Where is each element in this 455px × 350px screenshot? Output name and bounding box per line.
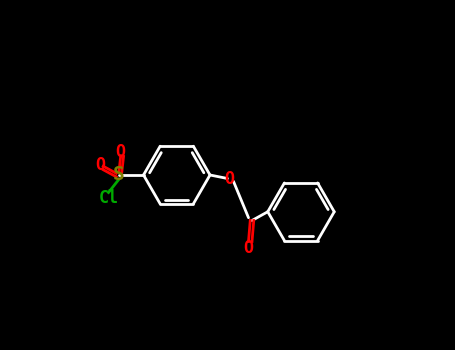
Text: S: S: [113, 166, 125, 184]
Text: Cl: Cl: [98, 189, 118, 207]
Text: O: O: [95, 155, 105, 174]
Text: O: O: [243, 239, 253, 257]
Text: O: O: [116, 143, 126, 161]
Text: O: O: [224, 169, 234, 188]
